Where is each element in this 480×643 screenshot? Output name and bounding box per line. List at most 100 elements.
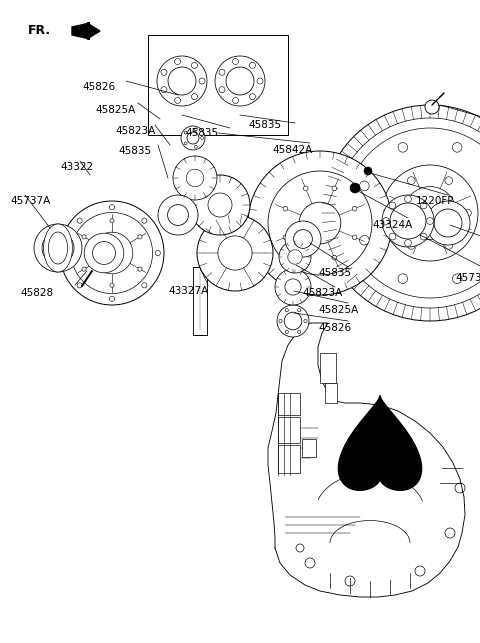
Circle shape <box>434 209 462 237</box>
Circle shape <box>452 274 462 284</box>
Circle shape <box>82 235 86 239</box>
Circle shape <box>194 145 197 148</box>
Circle shape <box>398 274 408 284</box>
Circle shape <box>219 69 225 75</box>
Circle shape <box>350 183 360 193</box>
Circle shape <box>275 269 311 305</box>
Circle shape <box>405 195 411 203</box>
Circle shape <box>445 177 453 185</box>
Ellipse shape <box>44 224 72 272</box>
Circle shape <box>285 331 288 334</box>
Circle shape <box>279 320 282 323</box>
Circle shape <box>173 156 217 200</box>
Text: 45835: 45835 <box>248 120 281 130</box>
Circle shape <box>303 186 308 191</box>
Circle shape <box>199 78 205 84</box>
Circle shape <box>304 320 307 323</box>
Circle shape <box>298 309 301 312</box>
Circle shape <box>138 267 142 271</box>
Circle shape <box>161 87 167 93</box>
Circle shape <box>420 233 427 240</box>
Text: 43324A: 43324A <box>372 220 412 230</box>
Circle shape <box>250 94 255 100</box>
Text: 45842A: 45842A <box>272 145 312 155</box>
Circle shape <box>322 105 480 321</box>
Circle shape <box>110 283 114 287</box>
Circle shape <box>352 206 357 211</box>
Circle shape <box>218 236 252 270</box>
Circle shape <box>215 56 265 106</box>
Circle shape <box>34 224 82 272</box>
Circle shape <box>64 250 69 256</box>
Circle shape <box>248 151 392 295</box>
Circle shape <box>72 212 153 294</box>
Circle shape <box>226 67 254 95</box>
Circle shape <box>175 98 180 104</box>
Bar <box>278 393 300 415</box>
Circle shape <box>382 195 434 247</box>
Circle shape <box>175 59 180 64</box>
Circle shape <box>194 128 197 131</box>
Circle shape <box>427 217 433 224</box>
Circle shape <box>294 230 312 248</box>
Circle shape <box>364 167 372 175</box>
Circle shape <box>109 296 115 302</box>
Circle shape <box>303 255 308 260</box>
Circle shape <box>184 142 187 145</box>
Circle shape <box>142 218 147 223</box>
Text: 45825A: 45825A <box>318 305 358 315</box>
Circle shape <box>91 232 133 274</box>
Circle shape <box>285 309 288 312</box>
Circle shape <box>187 132 199 144</box>
Circle shape <box>405 240 411 246</box>
Circle shape <box>283 206 288 211</box>
Circle shape <box>360 235 369 245</box>
Text: 45737A: 45737A <box>10 196 50 206</box>
Polygon shape <box>338 396 421 491</box>
Circle shape <box>408 177 415 185</box>
Circle shape <box>383 217 389 224</box>
Bar <box>278 417 300 443</box>
Circle shape <box>285 279 301 295</box>
Circle shape <box>110 219 114 223</box>
Circle shape <box>298 331 301 334</box>
Circle shape <box>426 201 470 245</box>
Circle shape <box>398 143 408 152</box>
Circle shape <box>268 171 372 275</box>
Circle shape <box>277 305 309 337</box>
Circle shape <box>161 69 167 75</box>
Circle shape <box>389 233 396 240</box>
Circle shape <box>102 242 122 264</box>
Circle shape <box>157 56 207 106</box>
Circle shape <box>186 169 204 187</box>
Circle shape <box>232 59 239 64</box>
Text: 45826: 45826 <box>318 323 351 333</box>
Circle shape <box>288 249 302 264</box>
Circle shape <box>208 193 232 217</box>
Circle shape <box>109 204 115 210</box>
Circle shape <box>360 181 369 190</box>
Text: 45835: 45835 <box>318 268 351 278</box>
Circle shape <box>332 255 336 260</box>
Circle shape <box>284 312 302 330</box>
Circle shape <box>155 250 160 256</box>
Circle shape <box>84 233 124 273</box>
Circle shape <box>389 209 396 217</box>
Circle shape <box>232 98 239 104</box>
Circle shape <box>138 235 142 239</box>
Circle shape <box>389 202 396 209</box>
Circle shape <box>257 78 263 84</box>
Circle shape <box>464 209 471 217</box>
Circle shape <box>404 186 456 239</box>
Circle shape <box>142 283 147 288</box>
Circle shape <box>190 175 250 235</box>
Text: 45825A: 45825A <box>95 105 135 115</box>
Circle shape <box>184 131 187 134</box>
Bar <box>320 353 336 383</box>
Circle shape <box>82 267 86 271</box>
Text: 45826: 45826 <box>82 82 115 92</box>
Circle shape <box>93 242 115 264</box>
Circle shape <box>283 235 288 240</box>
Circle shape <box>390 203 426 239</box>
Circle shape <box>408 242 415 249</box>
